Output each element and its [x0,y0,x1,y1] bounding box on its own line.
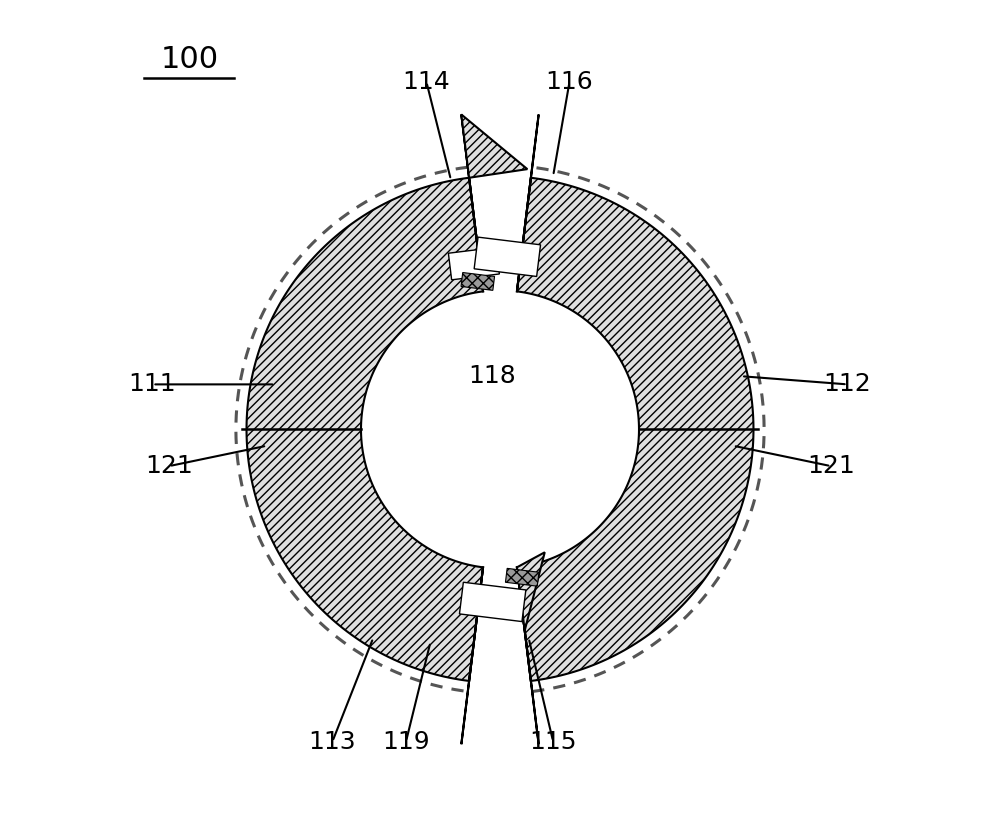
Polygon shape [517,567,539,744]
Polygon shape [505,568,539,586]
Text: 119: 119 [382,729,430,753]
Polygon shape [461,567,483,744]
Text: 100: 100 [160,45,218,74]
Polygon shape [474,237,541,277]
Polygon shape [459,582,526,622]
Text: 112: 112 [824,373,871,396]
Polygon shape [461,273,495,291]
Polygon shape [517,115,539,292]
Text: 121: 121 [807,454,855,478]
Polygon shape [448,247,499,280]
Polygon shape [461,115,483,292]
Text: 121: 121 [145,454,193,478]
Polygon shape [247,178,483,681]
Polygon shape [517,553,545,630]
Polygon shape [461,115,527,178]
Text: 114: 114 [403,70,450,94]
Polygon shape [517,178,753,681]
Text: 118: 118 [468,364,516,388]
Text: 115: 115 [529,729,577,753]
Text: 111: 111 [129,373,176,396]
Text: 116: 116 [546,70,593,94]
Text: 113: 113 [309,729,356,753]
